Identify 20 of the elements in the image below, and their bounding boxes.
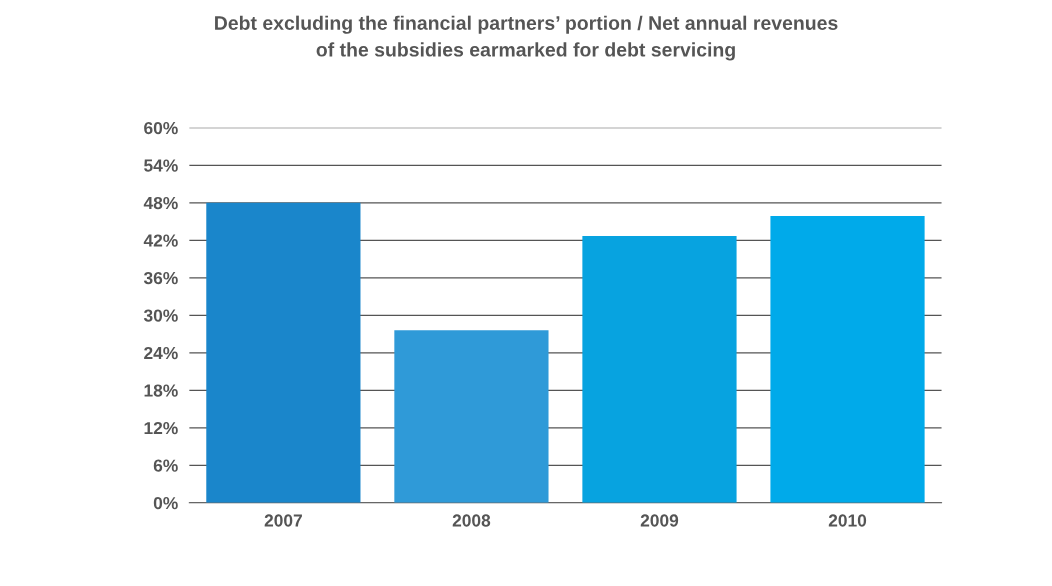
y-tick-label: 48%	[143, 196, 178, 210]
y-tick-label: 24%	[144, 346, 178, 360]
y-tick-label: 6%	[153, 459, 178, 472]
x-tick-label: 2009	[640, 514, 679, 527]
y-tick-label: 30%	[143, 309, 178, 322]
bar	[582, 235, 737, 503]
x-tick-label: 2007	[264, 514, 302, 527]
y-tick-label: 12%	[144, 421, 178, 435]
x-tick-label: 2008	[452, 514, 491, 527]
y-tick-label: 36%	[143, 271, 178, 285]
y-tick-label: 54%	[144, 159, 178, 172]
y-tick-label: 18%	[144, 384, 178, 397]
bar	[770, 215, 925, 503]
y-tick-label: 0%	[153, 496, 178, 510]
chart-title: Debt excluding the financial partners’ portion / Net annual revenues of the subsidies earmarked for debt servicing	[215, 15, 838, 61]
bar	[206, 202, 361, 503]
y-tick-label: 60%	[144, 121, 178, 135]
bar	[394, 330, 549, 503]
x-tick-label: 2010	[828, 514, 867, 527]
y-tick-label: 42%	[143, 234, 178, 247]
